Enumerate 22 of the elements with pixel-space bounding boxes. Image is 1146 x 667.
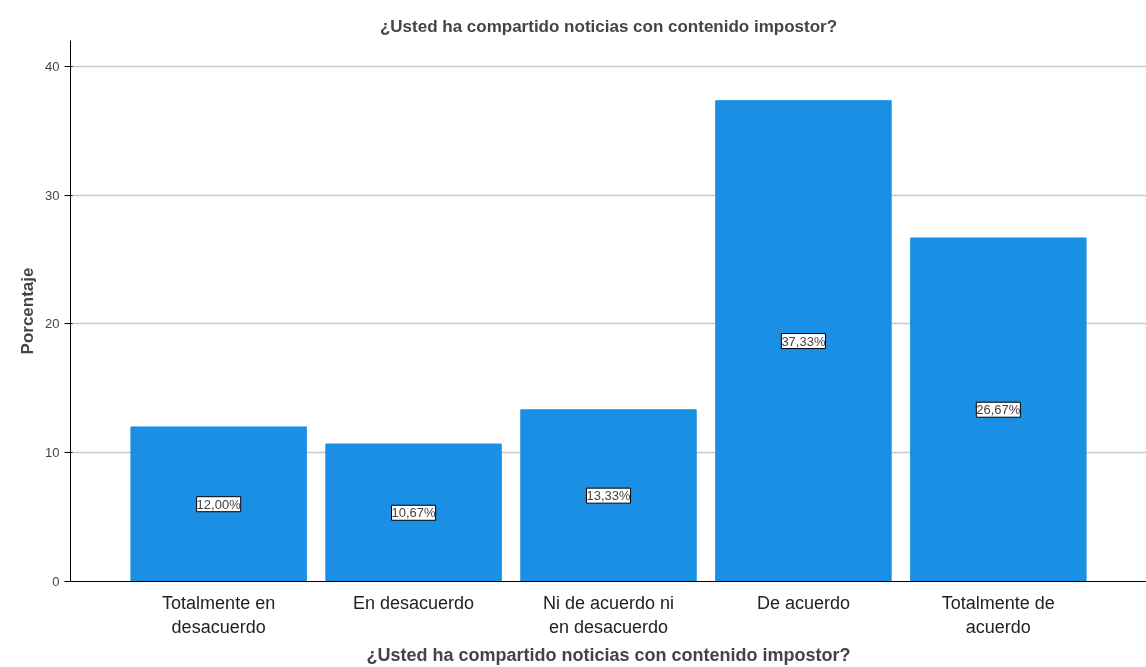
x-axis-title: ¿Usted ha compartido noticias con contenido impostor? — [366, 644, 851, 665]
data-label: 10,67% — [391, 505, 437, 521]
x-tick-label: De acuerdo — [756, 592, 850, 613]
data-label: 13,33% — [586, 488, 631, 504]
x-tick-label: Totalmente de acuerdo — [941, 592, 1055, 637]
y-axis-title: Porcentaje — [18, 267, 38, 355]
chart-title: ¿Usted ha compartido noticias con contenido impostor? — [379, 16, 838, 36]
y-tick-label: 30 — [45, 187, 60, 203]
bar — [325, 443, 502, 582]
y-tick-label: 40 — [45, 58, 60, 74]
x-tick-label: En desacuerdo — [353, 592, 475, 613]
bar — [910, 237, 1087, 582]
bar — [520, 409, 697, 582]
data-label: 37,33% — [781, 333, 826, 349]
y-tick-label: 20 — [45, 316, 60, 332]
data-label: 26,67% — [976, 402, 1021, 418]
x-tick-label: Ni de acuerdo ni en desacuerdo — [542, 592, 675, 637]
bar — [130, 426, 307, 582]
y-tick-label: 10 — [45, 445, 60, 461]
y-tick-label: 0 — [52, 574, 60, 589]
x-tick-label: Totalmente en desacuerdo — [162, 592, 276, 637]
bar — [715, 100, 892, 582]
